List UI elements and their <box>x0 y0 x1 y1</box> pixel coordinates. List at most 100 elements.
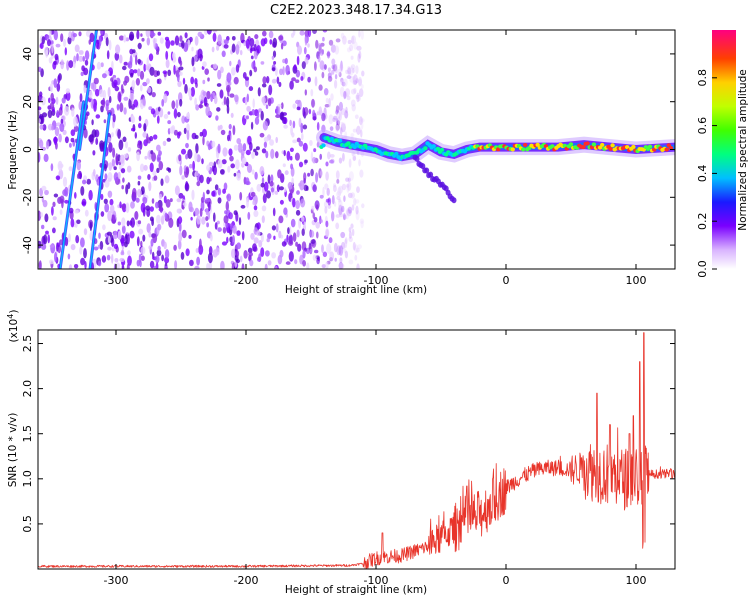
carrier-cell <box>631 144 636 149</box>
spectrogram-noise-cell <box>92 150 96 156</box>
spectrogram-noise-cell <box>328 39 334 46</box>
spectrogram-noise-cell <box>116 262 120 269</box>
spectrogram-noise-cell <box>179 60 183 67</box>
spectrogram-noise-cell <box>233 76 239 85</box>
spectrogram-noise-cell <box>163 114 169 119</box>
spectrogram-noise-cell <box>359 116 363 126</box>
spectrogram-noise-cell <box>71 107 75 117</box>
spectrogram-noise-cell <box>118 165 122 170</box>
spectrogram-noise-cell <box>211 190 216 197</box>
spectrogram-noise-cell <box>340 231 346 239</box>
y-tick-label: 2.0 <box>21 380 34 398</box>
spectrogram-noise-cell <box>140 202 146 213</box>
carrier-cell <box>625 145 630 150</box>
spectrogram-noise-cell <box>340 77 344 83</box>
spectrogram-noise-cell <box>65 91 71 101</box>
spectrogram-noise-cell <box>271 78 277 84</box>
spectrogram-noise-cell <box>176 208 180 214</box>
spectrogram-noise-cell <box>113 166 117 171</box>
spectrogram-noise-cell <box>202 135 205 146</box>
spectrogram-noise-cell <box>346 208 350 216</box>
spectrogram-noise-cell <box>295 209 301 216</box>
spectrogram-noise-cell <box>142 131 147 138</box>
spectrogram-noise-cell <box>329 154 335 158</box>
spectrogram-noise-cell <box>137 142 141 149</box>
spectrogram-noise-cell <box>348 171 354 181</box>
spectrogram-streak-core <box>79 30 98 150</box>
spectrogram-noise-cell <box>120 168 126 174</box>
spectrogram-noise-cell <box>229 60 232 67</box>
spectrogram-noise-cell <box>267 174 271 184</box>
spectrogram-noise-cell <box>202 91 207 96</box>
spectrogram-noise-cell <box>184 83 188 94</box>
spectrogram-noise-cell <box>333 183 336 188</box>
spectrogram-noise-cell <box>123 107 127 115</box>
spectrogram-noise-cell <box>250 55 254 60</box>
spectrogram-noise-cell <box>148 231 152 238</box>
spectrogram-noise-cell <box>343 78 348 87</box>
spectrogram-noise-cell <box>349 65 354 76</box>
spectrogram-noise-cell <box>265 250 270 257</box>
spectrogram-noise-cell <box>356 125 361 135</box>
spectrogram-noise-cell <box>321 71 325 79</box>
spectrogram-noise-cell <box>123 153 129 159</box>
spectrogram-noise-cell <box>118 139 124 151</box>
spectrogram-noise-cell <box>130 217 135 228</box>
carrier-cell <box>523 143 528 147</box>
spectrogram-noise-cell <box>158 106 161 112</box>
spectrogram-noise-cell <box>223 215 229 224</box>
spectrogram-noise-cell <box>131 127 136 132</box>
spectrogram-noise-cell <box>211 140 216 148</box>
spectrogram-noise-cell <box>253 210 259 218</box>
spectrogram-noise-cell <box>190 86 195 97</box>
spectrogram-noise-cell <box>140 255 145 261</box>
spectrogram-noise-cell <box>317 55 321 63</box>
spectrogram-noise-cell <box>49 102 55 110</box>
spectrogram-noise-cell <box>331 69 335 75</box>
spectrogram-noise-cell <box>177 239 182 250</box>
spectrogram-noise-cell <box>143 123 147 132</box>
spectrogram-noise-cell <box>300 122 304 134</box>
spectrogram-noise-cell <box>47 109 53 119</box>
spectrogram-noise-cell <box>201 216 206 225</box>
spectrogram-noise-cell <box>357 53 361 63</box>
spectrogram-noise-cell <box>202 128 207 138</box>
spectrogram-noise-cell <box>267 233 272 240</box>
spectrogram-noise-cell <box>125 141 128 149</box>
spectrogram-noise-cell <box>312 212 316 220</box>
spectrogram-noise-cell <box>55 43 61 48</box>
spectrogram-noise-cell <box>359 218 365 224</box>
spectrogram-noise-cell <box>129 230 135 239</box>
spectrogram-noise-cell <box>346 47 352 53</box>
carrier-cell <box>329 136 334 141</box>
spectrogram-noise-cell <box>235 250 240 258</box>
spectrogram-noise-cell <box>348 259 354 265</box>
spectrogram-noise-cell <box>123 61 128 66</box>
spectrogram-noise-cell <box>285 64 290 76</box>
spectrogram-noise-cell <box>125 233 128 245</box>
spectrogram-noise-cell <box>303 172 307 182</box>
spectrogram-noise-cell <box>251 109 256 116</box>
spectrogram-noise-cell <box>47 234 50 244</box>
spectrogram-noise-cell <box>127 61 133 69</box>
spectrogram-noise-cell <box>83 248 87 259</box>
spectrogram-noise-cell <box>346 209 352 217</box>
spectrogram-noise-cell <box>141 37 145 42</box>
spectrogram-noise-cell <box>231 43 236 53</box>
spectrogram-noise-cell <box>162 70 168 75</box>
spectrogram-noise-cell <box>252 98 255 109</box>
spectrogram-noise-cell <box>134 210 139 220</box>
branch-cell <box>451 197 457 204</box>
spectrogram-noise-cell <box>291 77 296 82</box>
spectrogram-noise-cell <box>156 214 161 224</box>
spectrogram-noise-cell <box>156 51 159 55</box>
spectrogram-noise-cell <box>275 105 279 116</box>
spectrogram-noise-cell <box>325 161 329 167</box>
y-tick-label: -20 <box>21 188 34 206</box>
spectrogram-noise-cell <box>156 144 161 152</box>
spectrogram-noise-cell <box>235 64 240 73</box>
spectrogram-noise-cell <box>142 196 148 204</box>
spectrogram-noise-cell <box>253 205 258 211</box>
spectrogram-noise-cell <box>41 185 47 191</box>
snr-x-label: Height of straight line (km) <box>285 584 427 596</box>
